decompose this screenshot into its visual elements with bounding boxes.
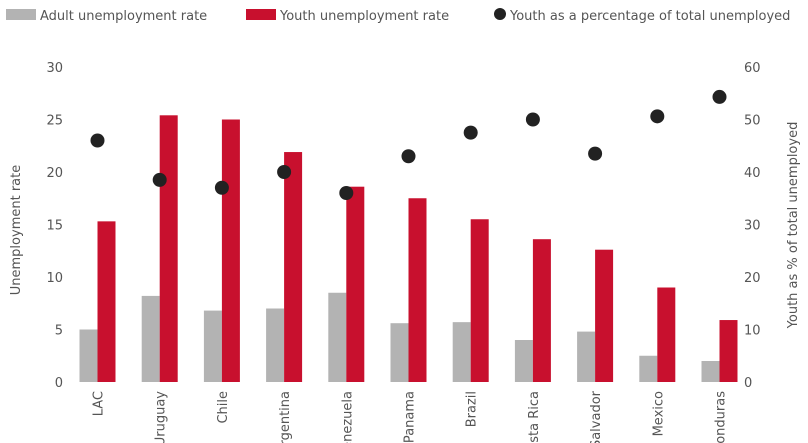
point-youth-share <box>713 90 727 104</box>
bar-youth <box>160 115 178 382</box>
point-youth-share <box>153 173 167 187</box>
bar-adult <box>391 323 409 382</box>
left-tick-label: 5 <box>55 324 63 339</box>
legend-swatch-adult <box>6 9 36 20</box>
point-youth-share <box>650 109 664 123</box>
left-y-axis: 0 5 10 15 20 25 30 <box>46 61 63 391</box>
bar-adult <box>702 361 720 382</box>
bar-youth <box>657 288 675 383</box>
left-tick-label: 15 <box>46 219 63 234</box>
left-tick-label: 10 <box>46 271 63 286</box>
category-label: Chile <box>216 391 231 424</box>
bar-youth <box>409 198 427 382</box>
legend-swatch-youth <box>246 9 276 20</box>
category-label: Mexico <box>651 391 666 436</box>
bar-adult <box>80 330 98 383</box>
bar-adult <box>328 293 346 382</box>
point-youth-share <box>215 181 229 195</box>
bar-youth <box>533 239 551 382</box>
left-tick-label: 25 <box>46 114 63 129</box>
right-tick-label: 10 <box>744 324 761 339</box>
category-label: Costa Rica <box>527 391 542 443</box>
left-tick-label: 30 <box>46 61 63 76</box>
bar-youth <box>346 187 364 382</box>
bar-adult <box>639 356 657 382</box>
category-label: Honduras <box>714 391 729 443</box>
bar-youth <box>98 221 116 382</box>
bar-youth <box>284 152 302 382</box>
category-labels: LAC Uruguay Chile Argentina Venezuela Panama B… <box>92 390 729 443</box>
right-tick-label: 0 <box>744 376 752 391</box>
category-label: Uruguay <box>154 391 169 443</box>
bar-youth <box>222 120 240 383</box>
bar-adult <box>453 322 471 382</box>
bar-youth <box>595 250 613 382</box>
point-youth-share <box>588 147 602 161</box>
category-label: Argentina <box>278 391 293 443</box>
point-youth-share <box>339 186 353 200</box>
bar-adult <box>266 309 284 383</box>
bar-adult <box>142 296 160 382</box>
point-youth-share <box>91 134 105 148</box>
right-y-axis: 0 10 20 30 40 50 60 <box>744 61 761 391</box>
y-axis-title: Unemployment rate <box>9 165 24 295</box>
category-label: El Salvador <box>589 390 604 443</box>
point-youth-share <box>402 149 416 163</box>
left-tick-label: 20 <box>46 166 63 181</box>
legend-label-adult: Adult unemployment rate <box>40 9 207 24</box>
legend: Adult unemployment rate Youth unemployme… <box>6 8 790 24</box>
right-tick-label: 20 <box>744 271 761 286</box>
legend-label-share: Youth as a percentage of total unemploye… <box>509 9 790 24</box>
category-label: Brazil <box>465 391 480 427</box>
category-label: LAC <box>92 391 107 416</box>
y2-axis-title: Youth as % of total unemployed <box>786 122 801 330</box>
bar-adult <box>577 332 595 382</box>
right-tick-label: 30 <box>744 219 761 234</box>
right-tick-label: 40 <box>744 166 761 181</box>
category-label: Panama <box>403 391 418 443</box>
bar-adult <box>515 340 533 382</box>
legend-marker-share <box>494 8 506 20</box>
left-tick-label: 0 <box>55 376 63 391</box>
right-tick-label: 50 <box>744 114 761 129</box>
legend-label-youth: Youth unemployment rate <box>279 9 449 24</box>
bar-youth <box>471 219 489 382</box>
bar-adult <box>204 311 222 382</box>
point-youth-share <box>464 126 478 140</box>
point-youth-share <box>526 113 540 127</box>
right-tick-label: 60 <box>744 61 761 76</box>
category-label: Venezuela <box>340 391 355 443</box>
point-youth-share <box>277 165 291 179</box>
bar-youth <box>720 320 738 382</box>
points <box>91 90 727 200</box>
